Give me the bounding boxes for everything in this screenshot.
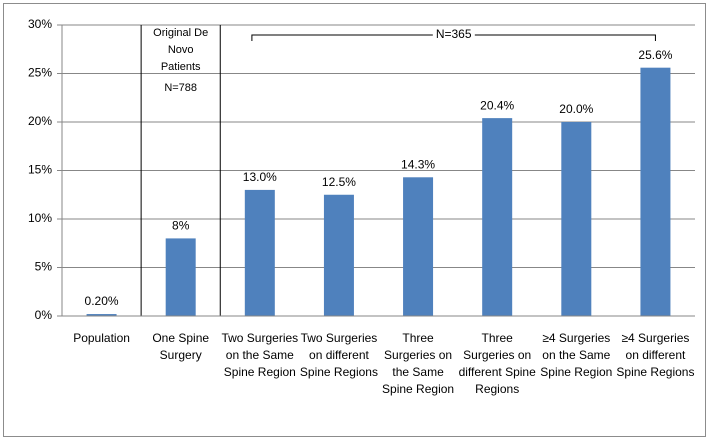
bar <box>244 189 275 316</box>
data-label: 25.6% <box>638 48 672 62</box>
data-label: 20.0% <box>559 102 593 116</box>
x-tick-label: Three Surgeries on different Spine Regio… <box>458 331 536 396</box>
y-tick-label: 10% <box>28 211 52 225</box>
bar <box>640 67 671 317</box>
y-tick-label: 15% <box>28 163 52 177</box>
bar <box>561 122 592 316</box>
y-tick-label: 25% <box>28 66 52 80</box>
annotation-bg <box>432 27 475 42</box>
data-label: 20.4% <box>480 98 514 112</box>
data-label: 14.3% <box>401 157 435 171</box>
bar <box>403 177 434 316</box>
y-tick-label: 0% <box>35 308 53 322</box>
data-label: 12.5% <box>322 175 356 189</box>
bar <box>482 118 513 317</box>
y-tick-label: 20% <box>28 114 52 128</box>
data-label: 8% <box>172 219 190 233</box>
y-tick-label: 30% <box>28 17 52 31</box>
x-tick-label: One Spine Surgery <box>152 331 210 362</box>
x-tick-label: Three Surgeries on the Same Spine Region <box>382 331 455 396</box>
y-tick-label: 5% <box>35 260 53 274</box>
bar <box>86 314 117 316</box>
annotation: N=365 <box>436 27 472 41</box>
x-tick-label: ≥4 Surgeries on the Same Spine Region <box>540 331 613 379</box>
annotation: N=788 <box>164 82 198 94</box>
x-tick-label: Two Surgeries on the Same Spine Region <box>221 331 299 379</box>
data-label: 0.20% <box>85 294 119 308</box>
x-tick-label: Two Surgeries on different Spine Regions <box>299 331 378 379</box>
data-label: 13.0% <box>243 170 277 184</box>
bar <box>165 238 196 316</box>
x-tick-label: ≥4 Surgeries on different Spine Regions <box>616 331 695 379</box>
x-tick-label: Population <box>73 331 130 345</box>
annotation: Original De Novo Patients <box>153 27 209 73</box>
bar <box>323 194 354 316</box>
